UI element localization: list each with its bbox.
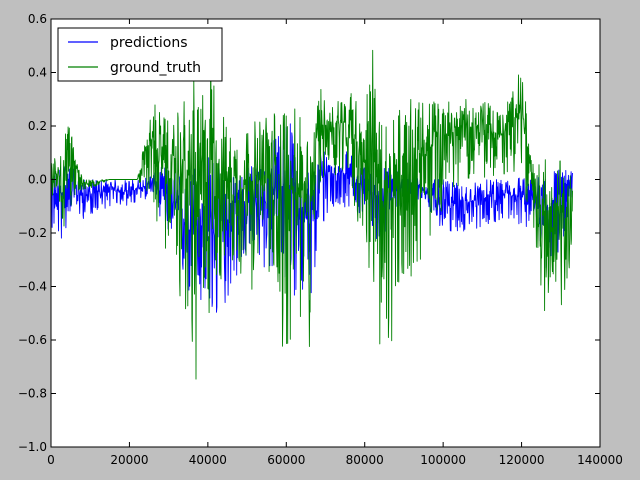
y-tick-label: −0.2 — [18, 226, 47, 240]
y-tick-label: −1.0 — [18, 440, 47, 454]
x-tick-label: 80000 — [346, 453, 384, 467]
plot-area — [51, 19, 600, 447]
y-tick-label: 0.2 — [28, 119, 47, 133]
legend: predictions ground_truth — [57, 27, 223, 82]
x-tick-label: 120000 — [499, 453, 545, 467]
y-tick-label: −0.8 — [18, 387, 47, 401]
y-tick-label: −0.6 — [18, 333, 47, 347]
series-line-ground-truth — [50, 49, 573, 380]
legend-label-predictions: predictions — [110, 35, 188, 51]
y-tick-label: 0.6 — [28, 12, 47, 26]
legend-label-ground-truth: ground_truth — [110, 60, 201, 76]
x-tick-label: 40000 — [189, 453, 227, 467]
series-layer — [50, 49, 573, 380]
axes-layer: 0 20000 40000 60000 80000 100000 120000 140000 −… — [18, 12, 623, 467]
y-tick-label: −0.4 — [18, 280, 47, 294]
legend-box — [57, 27, 223, 82]
x-tick-label: 0 — [47, 453, 55, 467]
y-tick-label: 0.4 — [28, 66, 47, 80]
x-tick-label: 60000 — [267, 453, 305, 467]
x-tick-label: 140000 — [577, 453, 623, 467]
x-tick-label: 100000 — [420, 453, 466, 467]
x-tick-label: 20000 — [110, 453, 148, 467]
y-tick-label: 0.0 — [28, 173, 47, 187]
